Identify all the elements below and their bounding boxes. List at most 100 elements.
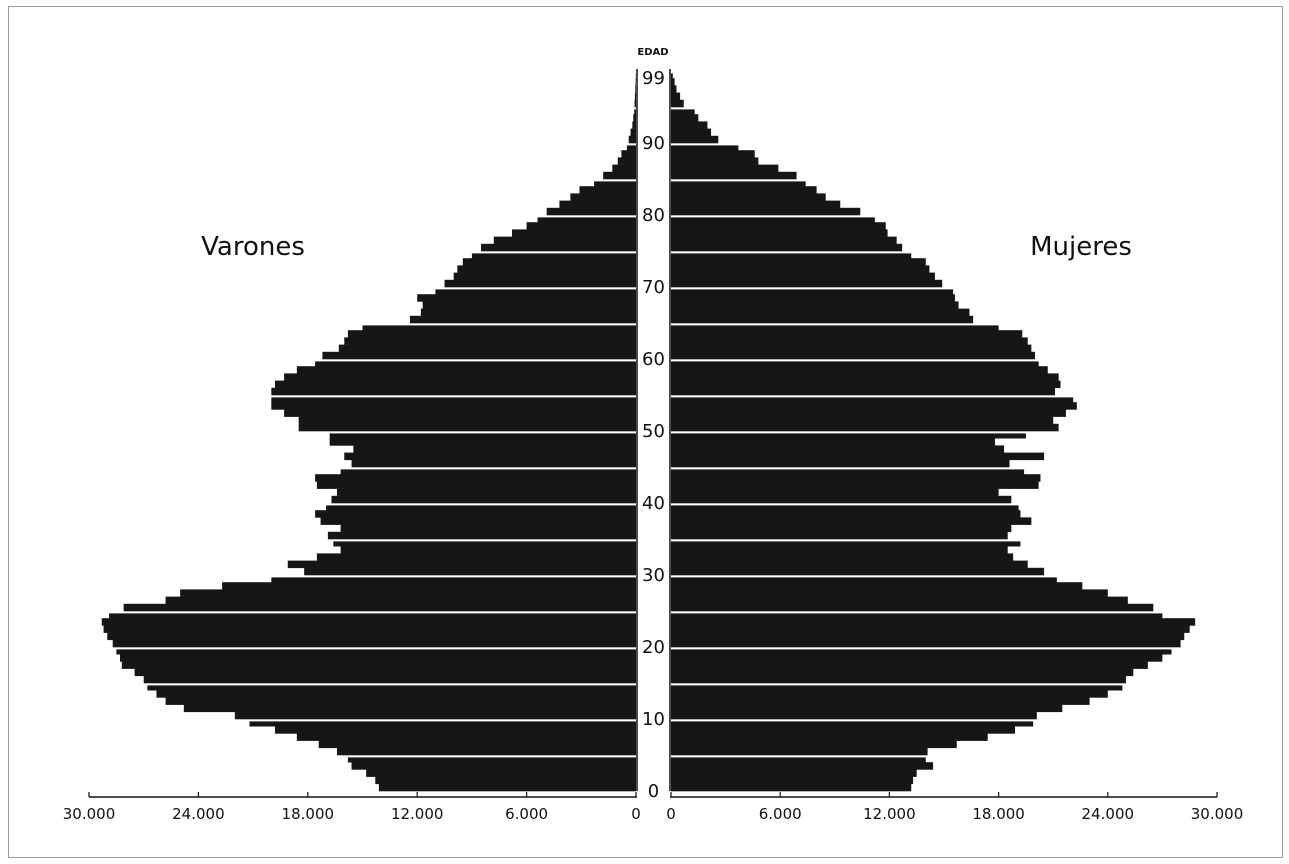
bar-mujeres-80 [671, 207, 861, 216]
bar-mujeres-89 [671, 145, 739, 151]
bar-mujeres-40 [671, 495, 1012, 504]
bar-varones-17 [121, 661, 636, 669]
bar-varones-15 [143, 675, 636, 684]
bar-varones-93 [633, 114, 636, 122]
x-tick-right-24.000: 24.000 [1082, 805, 1135, 823]
bar-varones-32 [316, 553, 636, 561]
bar-mujeres-17 [671, 661, 1148, 669]
bar-mujeres-70 [671, 279, 943, 288]
bar-mujeres-77 [671, 229, 888, 237]
bar-varones-43 [315, 474, 636, 482]
bar-varones-31 [287, 560, 636, 569]
bar-mujeres-83 [671, 186, 817, 194]
bar-varones-8 [274, 726, 636, 734]
bar-mujeres-28 [671, 582, 1083, 590]
bar-varones-35 [327, 531, 636, 540]
bar-mujeres-29 [671, 577, 1057, 583]
bar-varones-26 [165, 596, 636, 605]
bar-mujeres-52 [671, 409, 1066, 417]
bar-mujeres-82 [671, 193, 826, 201]
bar-mujeres-24 [671, 613, 1163, 619]
bar-varones-86 [612, 164, 636, 173]
bar-mujeres-22 [671, 625, 1190, 633]
bar-mujeres-66 [671, 308, 970, 317]
bar-mujeres-90 [671, 135, 719, 144]
bar-varones-44 [340, 469, 636, 475]
bar-mujeres-58 [671, 366, 1048, 374]
bar-mujeres-4 [671, 757, 926, 763]
bar-mujeres-48 [671, 438, 995, 446]
bar-varones-0 [378, 783, 636, 792]
bar-mujeres-97 [671, 85, 677, 93]
bar-mujeres-57 [671, 373, 1059, 381]
bar-mujeres-20 [671, 639, 1181, 648]
bar-varones-4 [347, 757, 636, 763]
bar-varones-45 [351, 459, 636, 468]
x-tick-left-24.000: 24.000 [172, 805, 225, 823]
age-tick-99: 99 [642, 68, 665, 89]
age-tick-40: 40 [642, 493, 665, 514]
bar-varones-10 [234, 711, 636, 720]
x-tick-right-18.000: 18.000 [972, 805, 1025, 823]
bar-varones-49 [329, 433, 636, 439]
bar-mujeres-44 [671, 469, 1025, 475]
bar-varones-58 [296, 366, 636, 374]
bar-varones-36 [340, 524, 636, 533]
bar-mujeres-73 [671, 258, 926, 266]
bar-varones-19 [116, 649, 637, 655]
bar-mujeres-1 [671, 776, 914, 785]
bar-varones-21 [107, 632, 636, 641]
bar-mujeres-74 [671, 253, 912, 259]
bars-mujeres [671, 73, 1196, 792]
bar-varones-59 [315, 361, 636, 367]
bar-varones-13 [156, 690, 637, 698]
x-tick-left-6.000: 6.000 [505, 805, 548, 823]
bar-mujeres-81 [671, 200, 841, 209]
bar-varones-50 [298, 423, 636, 432]
bar-mujeres-37 [671, 517, 1032, 525]
x-tick-right-30.000: 30.000 [1191, 805, 1244, 823]
bar-varones-23 [101, 618, 637, 626]
bar-varones-60 [322, 351, 636, 360]
bar-mujeres-0 [671, 783, 912, 792]
bar-varones-94 [634, 109, 636, 115]
bar-varones-5 [336, 747, 636, 756]
bar-mujeres-39 [671, 505, 1019, 511]
age-tick-50: 50 [642, 421, 665, 442]
bar-mujeres-61 [671, 344, 1032, 353]
age-tick-20: 20 [642, 637, 665, 658]
x-tick-right-0: 0 [666, 805, 676, 823]
bar-varones-53 [271, 402, 636, 410]
x-axis-right: 0 6.000 12.000 18.000 24.000 30.000 [666, 792, 1243, 823]
bar-varones-71 [453, 272, 636, 281]
bar-varones-92 [632, 121, 636, 129]
chart-frame: 0 10 20 30 40 50 60 70 80 90 99 30.000 24.000 18.000… [8, 6, 1283, 858]
population-pyramid-chart: 0 10 20 30 40 50 60 70 80 90 99 30.000 24.000 18.000… [63, 47, 1244, 823]
bar-mujeres-91 [671, 128, 712, 137]
bar-mujeres-95 [671, 99, 684, 108]
bar-varones-85 [603, 171, 636, 180]
bar-mujeres-12 [671, 697, 1090, 705]
bar-varones-83 [579, 186, 636, 194]
bar-varones-61 [338, 344, 636, 353]
bar-varones-9 [249, 721, 636, 727]
bar-varones-39 [326, 505, 636, 511]
bar-varones-34 [333, 541, 636, 547]
bar-varones-80 [546, 207, 636, 216]
bar-varones-72 [457, 265, 636, 273]
label-mujeres: Mujeres [1030, 232, 1132, 262]
bar-mujeres-93 [671, 114, 699, 122]
bar-mujeres-16 [671, 668, 1134, 677]
bar-varones-24 [109, 613, 637, 619]
bar-varones-16 [134, 668, 636, 677]
bar-varones-47 [353, 445, 636, 453]
bar-mujeres-9 [671, 721, 1034, 727]
bar-varones-82 [570, 193, 636, 201]
bar-varones-65 [409, 315, 636, 324]
bar-mujeres-3 [671, 762, 934, 770]
bar-varones-89 [626, 145, 636, 151]
bar-mujeres-46 [671, 452, 1045, 461]
bar-mujeres-76 [671, 236, 897, 245]
bar-varones-87 [617, 157, 636, 165]
bar-varones-7 [296, 733, 636, 741]
